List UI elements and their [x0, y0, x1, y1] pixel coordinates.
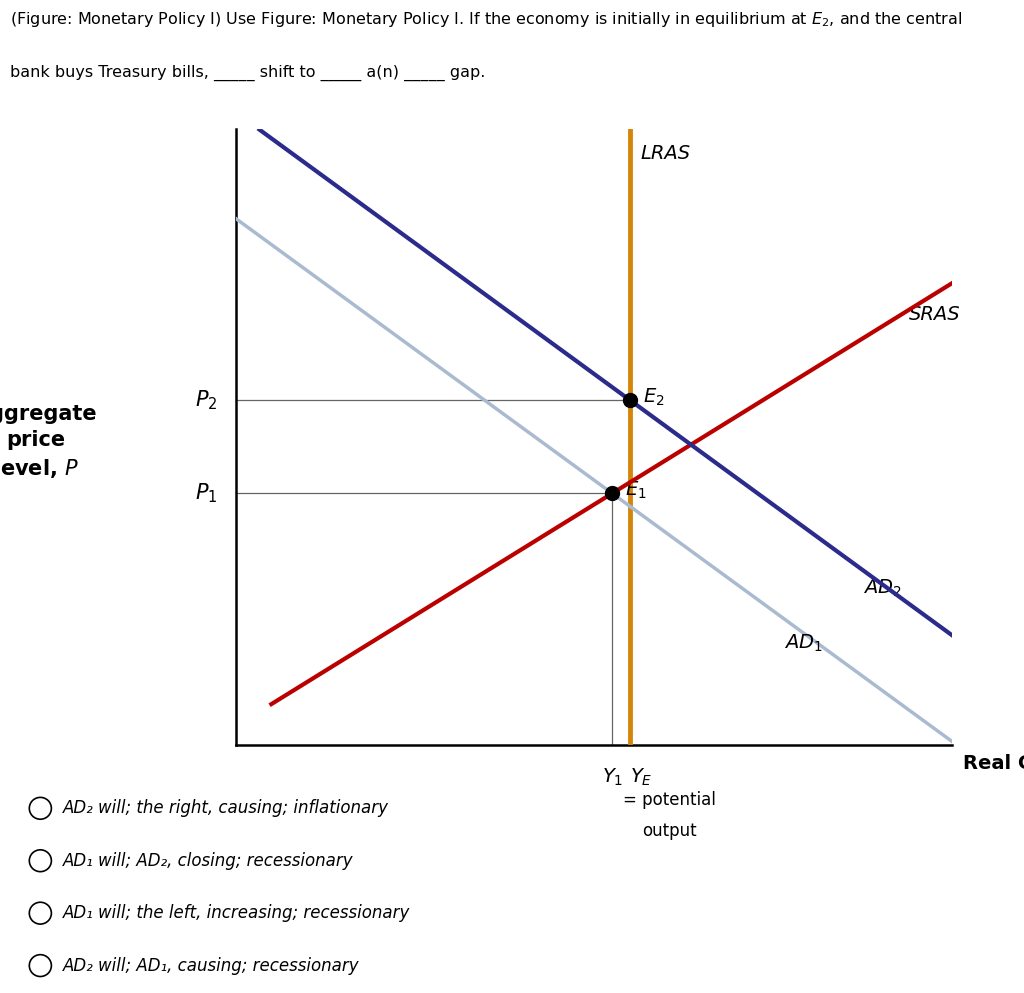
- Text: $Y_E$: $Y_E$: [630, 767, 652, 787]
- Text: $AD_2$: $AD_2$: [862, 578, 901, 599]
- Text: bank buys Treasury bills, _____ shift to _____ a(n) _____ gap.: bank buys Treasury bills, _____ shift to…: [10, 65, 485, 80]
- Text: $E_1$: $E_1$: [625, 480, 647, 500]
- Text: LRAS: LRAS: [641, 144, 690, 164]
- Text: Aggregate
price
level, $\bf{\it{P}}$: Aggregate price level, $\bf{\it{P}}$: [0, 403, 97, 481]
- Text: $P_2$: $P_2$: [196, 388, 218, 412]
- Text: $E_2$: $E_2$: [643, 386, 665, 407]
- Text: output: output: [642, 822, 696, 840]
- Text: (Figure: Monetary Policy I) Use Figure: Monetary Policy I. If the economy is ini: (Figure: Monetary Policy I) Use Figure: …: [10, 10, 963, 29]
- Text: $AD_1$: $AD_1$: [784, 633, 822, 653]
- Text: AD₂ will; AD₁, causing; recessionary: AD₂ will; AD₁, causing; recessionary: [62, 956, 359, 974]
- Text: Real GDP: Real GDP: [963, 754, 1024, 773]
- Text: SRAS: SRAS: [909, 305, 961, 324]
- Text: AD₂ will; the right, causing; inflationary: AD₂ will; the right, causing; inflationa…: [62, 799, 388, 817]
- Text: AD₁ will; AD₂, closing; recessionary: AD₁ will; AD₂, closing; recessionary: [62, 852, 353, 870]
- Text: $P_1$: $P_1$: [196, 482, 218, 505]
- Text: $Y_1$: $Y_1$: [601, 767, 623, 787]
- Text: AD₁ will; the left, increasing; recessionary: AD₁ will; the left, increasing; recessio…: [62, 905, 410, 922]
- Text: = potential: = potential: [623, 790, 716, 809]
